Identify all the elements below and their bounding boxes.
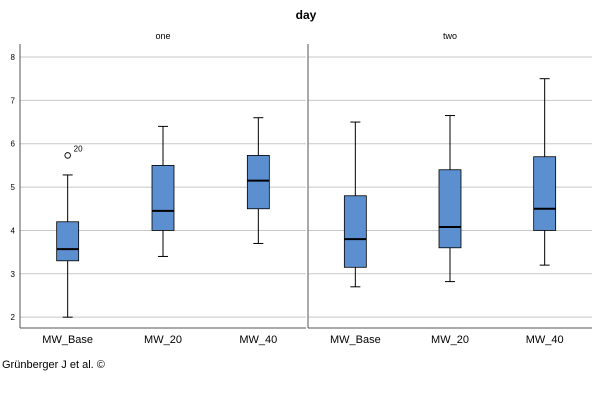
outlier-point — [64, 152, 71, 159]
outlier-label: 20 — [74, 144, 83, 153]
y-tick-label: 2 — [11, 313, 16, 322]
box-MW_40 — [246, 155, 270, 210]
x-tick-label: MW_20 — [144, 334, 182, 346]
x-tick-label: MW_Base — [42, 334, 93, 346]
y-tick-label: 4 — [11, 226, 16, 235]
box-MW_20 — [151, 165, 175, 231]
box-MW_20 — [438, 169, 462, 249]
box-MW_Base — [343, 195, 367, 268]
panel-title-two: two — [443, 31, 457, 41]
panel-title-one: one — [155, 31, 170, 41]
x-tick-label: MW_40 — [526, 334, 564, 346]
plot-area: one 2 3 4 5 6 7 8 20 MW_Base MW_20 MW_40 two MW_Base M… — [11, 31, 592, 346]
y-tick-label: 3 — [11, 270, 16, 279]
x-tick-label: MW_Base — [330, 334, 381, 346]
y-tick-label: 6 — [11, 140, 16, 149]
box-MW_Base — [56, 221, 80, 262]
image-credit: Grünberger J et al. © — [2, 359, 105, 371]
x-tick-label: MW_20 — [431, 334, 469, 346]
box-MW_40 — [533, 156, 557, 231]
x-tick-label: MW_40 — [239, 334, 277, 346]
y-tick-label: 5 — [11, 183, 16, 192]
chart-title: day — [296, 8, 317, 22]
y-tick-label: 8 — [11, 53, 16, 62]
y-tick-label: 7 — [11, 96, 16, 105]
